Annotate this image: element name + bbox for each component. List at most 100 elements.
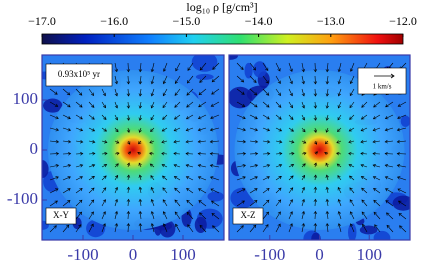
velocity-arrow <box>49 200 58 207</box>
velocity-arrow <box>301 88 306 97</box>
velocity-arrow <box>386 224 394 233</box>
velocity-arrow <box>186 199 194 207</box>
velocity-arrow <box>313 62 318 73</box>
density-blob <box>253 61 267 78</box>
velocity-arrow <box>362 223 368 233</box>
velocity-arrow <box>62 151 72 156</box>
velocity-arrow <box>360 114 368 120</box>
velocity-arrow <box>114 140 120 144</box>
velocity-arrow <box>173 114 181 120</box>
panel-label-box <box>232 207 264 225</box>
velocity-arrow <box>75 224 82 233</box>
velocity-arrow <box>75 176 83 181</box>
velocity-arrow <box>150 101 155 109</box>
velocity-arrow <box>62 188 71 194</box>
velocity-arrow <box>187 62 194 71</box>
velocity-arrow <box>288 187 294 194</box>
velocity-arrow <box>373 188 381 194</box>
x-tick-label: -100 <box>254 245 285 264</box>
velocity-arrow <box>313 174 318 181</box>
velocity-arrow <box>360 139 368 144</box>
velocity-arrow <box>126 75 131 85</box>
velocity-arrow <box>325 162 329 168</box>
velocity-arrow <box>114 210 119 220</box>
velocity-arrow <box>301 140 307 144</box>
velocity-arrow <box>174 211 181 220</box>
velocity-arrow <box>75 88 83 96</box>
velocity-arrow <box>114 151 120 156</box>
velocity-arrow <box>249 101 258 108</box>
velocity-arrow <box>262 151 271 156</box>
velocity-arrow <box>162 187 168 194</box>
velocity-arrow <box>384 164 394 168</box>
colorbar-tick-label: −15.0 <box>173 14 201 28</box>
velocity-arrow <box>336 140 342 144</box>
velocity-arrow <box>162 223 168 233</box>
velocity-arrow <box>288 175 294 181</box>
velocity-arrow <box>236 225 244 233</box>
velocity-arrow <box>88 88 95 96</box>
velocity-arrow <box>175 62 181 72</box>
velocity-arrow <box>126 210 131 220</box>
velocity-arrow <box>313 114 318 121</box>
velocity-arrow <box>162 75 168 85</box>
velocity-arrow <box>198 88 207 96</box>
velocity-arrow <box>62 176 71 181</box>
velocity-arrow <box>75 114 83 120</box>
velocity-arrow <box>198 188 207 194</box>
velocity-arrow <box>313 127 318 133</box>
velocity-arrow <box>361 101 368 108</box>
velocity-arrow <box>126 222 131 233</box>
velocity-arrow <box>399 225 407 233</box>
density-blob <box>86 219 106 238</box>
velocity-arrow <box>372 139 381 144</box>
velocity-arrow <box>236 114 246 120</box>
velocity-arrow <box>149 140 155 144</box>
velocity-arrow <box>275 175 282 181</box>
velocity-arrow <box>209 127 220 132</box>
velocity-arrow <box>275 223 281 233</box>
velocity-arrow <box>337 114 342 121</box>
y-tick-label: 0 <box>30 139 39 158</box>
velocity-arrow <box>101 101 107 109</box>
velocity-arrow <box>49 188 59 194</box>
velocity-arrow <box>301 186 306 194</box>
velocity-arrow <box>397 188 407 194</box>
velocity-arrow <box>185 127 194 132</box>
velocity-arrow <box>49 101 59 107</box>
velocity-arrow <box>360 127 368 132</box>
velocity-arrow <box>249 188 258 194</box>
velocity-arrow <box>262 62 269 72</box>
velocity-arrow <box>162 62 168 72</box>
velocity-arrow <box>348 151 355 156</box>
velocity-arrow <box>101 187 107 194</box>
velocity-arrow <box>275 62 281 72</box>
velocity-arrow <box>360 163 368 168</box>
velocity-arrow <box>288 101 293 109</box>
velocity-arrow <box>275 163 283 168</box>
velocity-arrow <box>49 114 59 120</box>
velocity-arrow <box>62 200 71 207</box>
velocity-arrow <box>75 127 84 132</box>
velocity-arrow <box>249 62 256 71</box>
velocity-arrow <box>173 163 181 168</box>
velocity-arrow <box>373 101 381 108</box>
velocity-arrow <box>262 127 271 132</box>
velocity-arrow <box>114 62 119 73</box>
velocity-arrow <box>162 101 168 109</box>
velocity-arrow <box>337 88 342 97</box>
velocity-arrow <box>209 164 220 168</box>
velocity-arrow <box>49 151 60 156</box>
velocity-arrow <box>173 176 181 181</box>
velocity-arrow <box>361 211 368 220</box>
y-tick-label: -100 <box>7 189 38 208</box>
density-core <box>48 70 218 230</box>
density-blob <box>229 86 253 109</box>
velocity-arrow <box>325 198 330 207</box>
velocity-arrow <box>126 186 131 194</box>
velocity-arrow <box>101 175 107 181</box>
velocity-arrow <box>88 140 96 144</box>
velocity-arrow <box>249 139 259 144</box>
velocity-arrow <box>210 114 220 120</box>
density-blob <box>43 98 63 113</box>
